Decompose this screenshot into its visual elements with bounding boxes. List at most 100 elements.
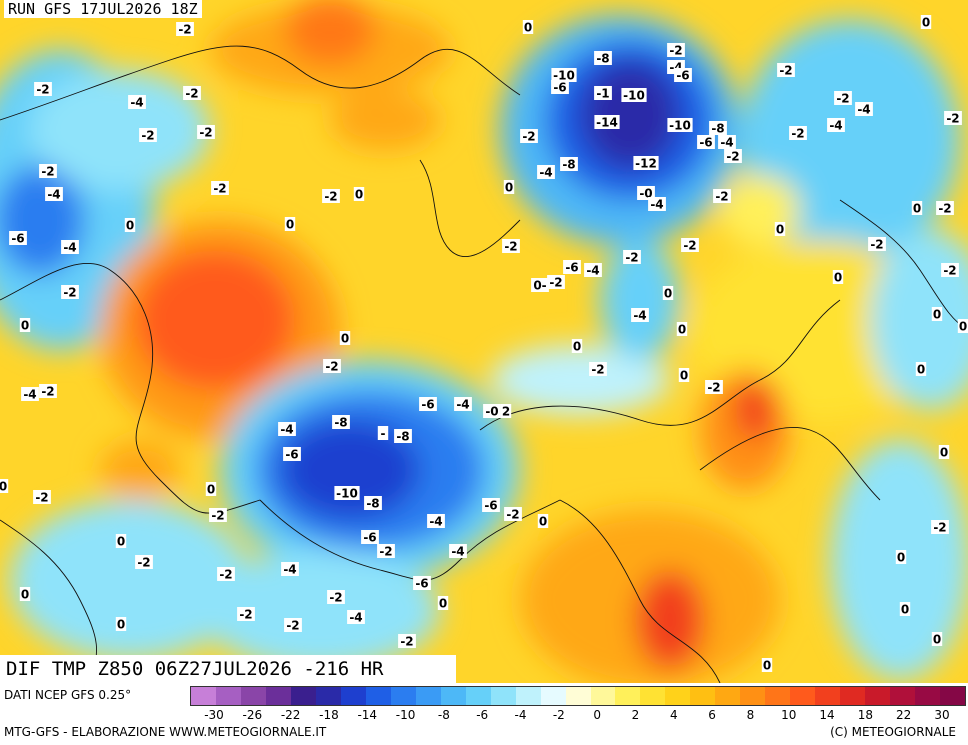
- scale-tick-label: -10: [395, 708, 416, 722]
- contour-label: -2: [933, 521, 946, 535]
- contour-label-box: [398, 634, 416, 648]
- contour-label: 0: [678, 323, 686, 337]
- contour-label-box: [34, 82, 52, 96]
- contour-label: -4: [720, 136, 733, 150]
- contour-label-box: [676, 322, 688, 336]
- color-swatch: [740, 687, 766, 705]
- contour-label-box: [19, 587, 31, 601]
- contour-label: -2: [325, 360, 338, 374]
- contour-label: -6: [421, 398, 434, 412]
- contour-label-box: [589, 362, 607, 376]
- contour-label-box: [211, 181, 229, 195]
- contour-label-box: [237, 607, 255, 621]
- contour-label-box: [547, 275, 565, 289]
- contour-label-box: [39, 164, 57, 178]
- scale-tick-label: 0: [593, 708, 601, 722]
- contour-label: -4: [539, 166, 552, 180]
- contour-label: -4: [451, 545, 464, 559]
- contour-label: -2: [324, 190, 337, 204]
- scale-tick-label: -26: [242, 708, 263, 722]
- scale-tick-label: -30: [204, 708, 224, 722]
- contour-label-box: [911, 201, 923, 215]
- color-swatch: [390, 687, 416, 705]
- contour-label-box: [697, 135, 715, 149]
- color-swatch: [915, 687, 941, 705]
- scale-tick-label: 8: [746, 708, 755, 722]
- contour-label-box: [531, 278, 549, 292]
- contour-label: -2: [669, 44, 682, 58]
- contour-label: -2: [137, 556, 150, 570]
- color-swatch: [765, 687, 791, 705]
- contour-label: 0: [439, 597, 447, 611]
- contour-label-box: [957, 319, 968, 333]
- contour-label: 0: [117, 535, 125, 549]
- contour-label-box: [633, 156, 659, 170]
- contour-label-box: [571, 339, 583, 353]
- contour-label: -2: [943, 264, 956, 278]
- contour-label-box: [339, 331, 351, 345]
- contour-label-box: [594, 51, 612, 65]
- contour-label-box: [347, 610, 365, 624]
- scale-tick-label: 30: [934, 708, 950, 722]
- contour-label: 0: [286, 218, 294, 232]
- color-swatch: [215, 687, 241, 705]
- contour-label-box: [332, 415, 350, 429]
- color-swatch: [665, 687, 691, 705]
- contour-label-box: [594, 86, 612, 100]
- contour-label: -2: [219, 568, 232, 582]
- contour-label: 0: [897, 551, 905, 565]
- color-swatch: [191, 687, 216, 705]
- contour-label: -8: [334, 416, 347, 430]
- scale-tick-label: 14: [819, 708, 835, 722]
- contour-label-box: [623, 250, 641, 264]
- contour-label: -6: [415, 577, 428, 591]
- color-swatch: [815, 687, 841, 705]
- contour-label-box: [503, 180, 515, 194]
- contour-label: -4: [23, 388, 36, 402]
- contour-label-box: [61, 240, 79, 254]
- contour-label: 0: [0, 480, 7, 494]
- contour-label-box: [621, 88, 647, 102]
- contour-label: 0: [776, 223, 784, 237]
- contour-label-box: [334, 486, 360, 500]
- contour-label-box: [283, 447, 301, 461]
- contour-label: -6: [11, 232, 24, 246]
- contour-label-box: [502, 239, 520, 253]
- contour-label-box: [724, 149, 742, 163]
- contour-label-box: [33, 490, 51, 504]
- color-swatch: [540, 687, 566, 705]
- contour-label-box: [183, 86, 201, 100]
- scale-tick-label: 2: [631, 708, 640, 722]
- contour-label-box: [667, 118, 693, 132]
- contour-label: -2: [286, 619, 299, 633]
- contour-label: -6: [363, 531, 376, 545]
- contour-label: -2: [683, 239, 696, 253]
- contour-label-box: [323, 359, 341, 373]
- contour-label: 0: [126, 219, 134, 233]
- contour-label-box: [0, 479, 9, 493]
- color-swatch: [590, 687, 616, 705]
- contour-label: 0: [940, 446, 948, 460]
- contour-label: -4: [283, 563, 296, 577]
- contour-label-box: [209, 508, 227, 522]
- contour-label-box: [217, 567, 235, 581]
- contour-label-box: [931, 520, 949, 534]
- color-scale-ticks: -30 -26 -22 -18 -14 -10 -8 -6 -4 -2 0 2 4 6 8 10 14 18 22 3…: [190, 708, 966, 724]
- contour-label-box: [761, 658, 773, 672]
- map-title: DIF TMP Z850 06Z27JUL2026 -216 HR: [0, 655, 456, 683]
- contour-label-box: [560, 157, 578, 171]
- contour-label: -4: [456, 398, 469, 412]
- contour-label-box: [789, 126, 807, 140]
- scale-tick-label: -6: [476, 708, 489, 722]
- contour-label: -2: [379, 545, 392, 559]
- contour-label-box: [827, 118, 845, 132]
- scale-tick-label: 6: [708, 708, 716, 722]
- contour-label: -2: [185, 87, 198, 101]
- contour-label-box: [504, 507, 522, 521]
- contour-label-box: [718, 135, 736, 149]
- contour-label-box: [9, 231, 27, 245]
- contour-label: -8: [711, 122, 724, 136]
- contour-labels: -2 0 0-8-2-4-6-10-6 -1 -10-2-2-4-2-4-2-2-4-2…: [0, 15, 968, 673]
- contour-label-box: [899, 602, 911, 616]
- contour-label-box: [361, 530, 379, 544]
